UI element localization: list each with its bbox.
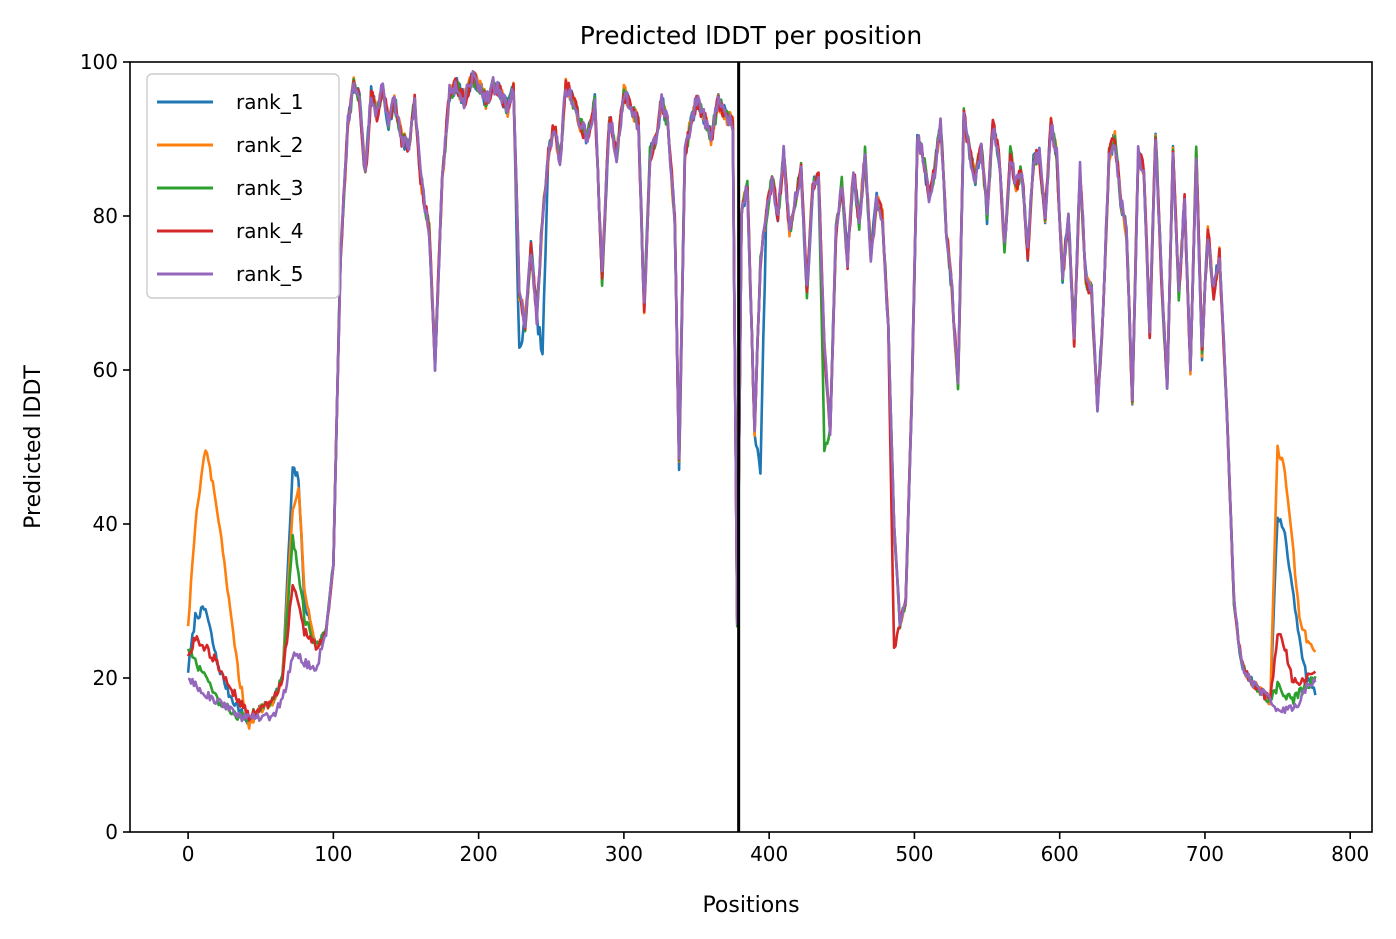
y-tick-label: 0 (105, 820, 118, 844)
y-axis: 0 20 40 60 80 100 (80, 50, 130, 844)
legend-label-rank_1: rank_1 (236, 90, 303, 114)
legend: rank_1 rank_2 rank_3 rank_4 rank_5 (146, 73, 340, 299)
chart-title: Predicted lDDT per position (580, 21, 922, 50)
x-tick-label: 0 (182, 842, 195, 866)
x-tick-label: 700 (1186, 842, 1224, 866)
plot-frame (129, 61, 1373, 833)
x-tick-label: 600 (1041, 842, 1079, 866)
legend-label-rank_5: rank_5 (236, 262, 303, 286)
plot-area (186, 62, 1317, 832)
x-tick-label: 300 (605, 842, 643, 866)
series-line-rank_5 (188, 69, 1317, 723)
x-tick-label: 200 (460, 842, 498, 866)
legend-box (146, 73, 340, 299)
y-tick-label: 100 (80, 50, 118, 74)
legend-label-rank_3: rank_3 (236, 176, 303, 200)
x-tick-label: 500 (895, 842, 933, 866)
x-axis-label: Positions (702, 893, 799, 918)
x-tick-label: 800 (1331, 842, 1369, 866)
y-tick-label: 80 (93, 204, 118, 228)
x-axis: 0 100 200 300 400 500 600 700 800 (182, 832, 1369, 866)
x-tick-label: 100 (314, 842, 352, 866)
legend-label-rank_4: rank_4 (236, 219, 303, 243)
legend-label-rank_2: rank_2 (236, 133, 303, 157)
y-tick-label: 40 (93, 512, 118, 536)
y-axis-label: Predicted lDDT (21, 365, 46, 529)
y-tick-label: 60 (93, 358, 118, 382)
x-tick-label: 400 (750, 842, 788, 866)
y-tick-label: 20 (93, 666, 118, 690)
